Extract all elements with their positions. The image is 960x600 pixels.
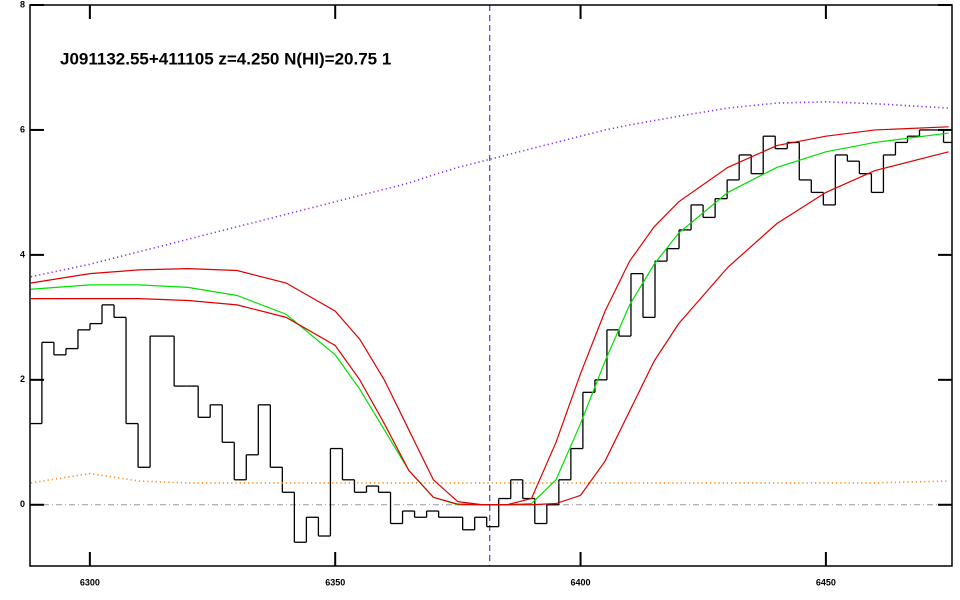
plot-area <box>30 5 952 566</box>
y-tick-label: 8 <box>20 0 25 9</box>
y-tick-label: 2 <box>20 374 25 384</box>
x-tick-label: 6350 <box>325 577 345 587</box>
dotted-curve <box>30 472 949 484</box>
x-tick-label: 6300 <box>80 577 100 587</box>
y-tick-label: 0 <box>20 499 25 509</box>
plot-frame <box>29 4 953 567</box>
y-tick-label: 4 <box>20 249 25 259</box>
x-tick-label: 6400 <box>571 577 591 587</box>
model-curve <box>30 151 949 506</box>
chart-title: J091132.55+411105 z=4.250 N(HI)=20.75 1 <box>60 49 391 68</box>
x-tick-label: 6450 <box>816 577 836 587</box>
y-tick-label: 6 <box>20 124 25 134</box>
